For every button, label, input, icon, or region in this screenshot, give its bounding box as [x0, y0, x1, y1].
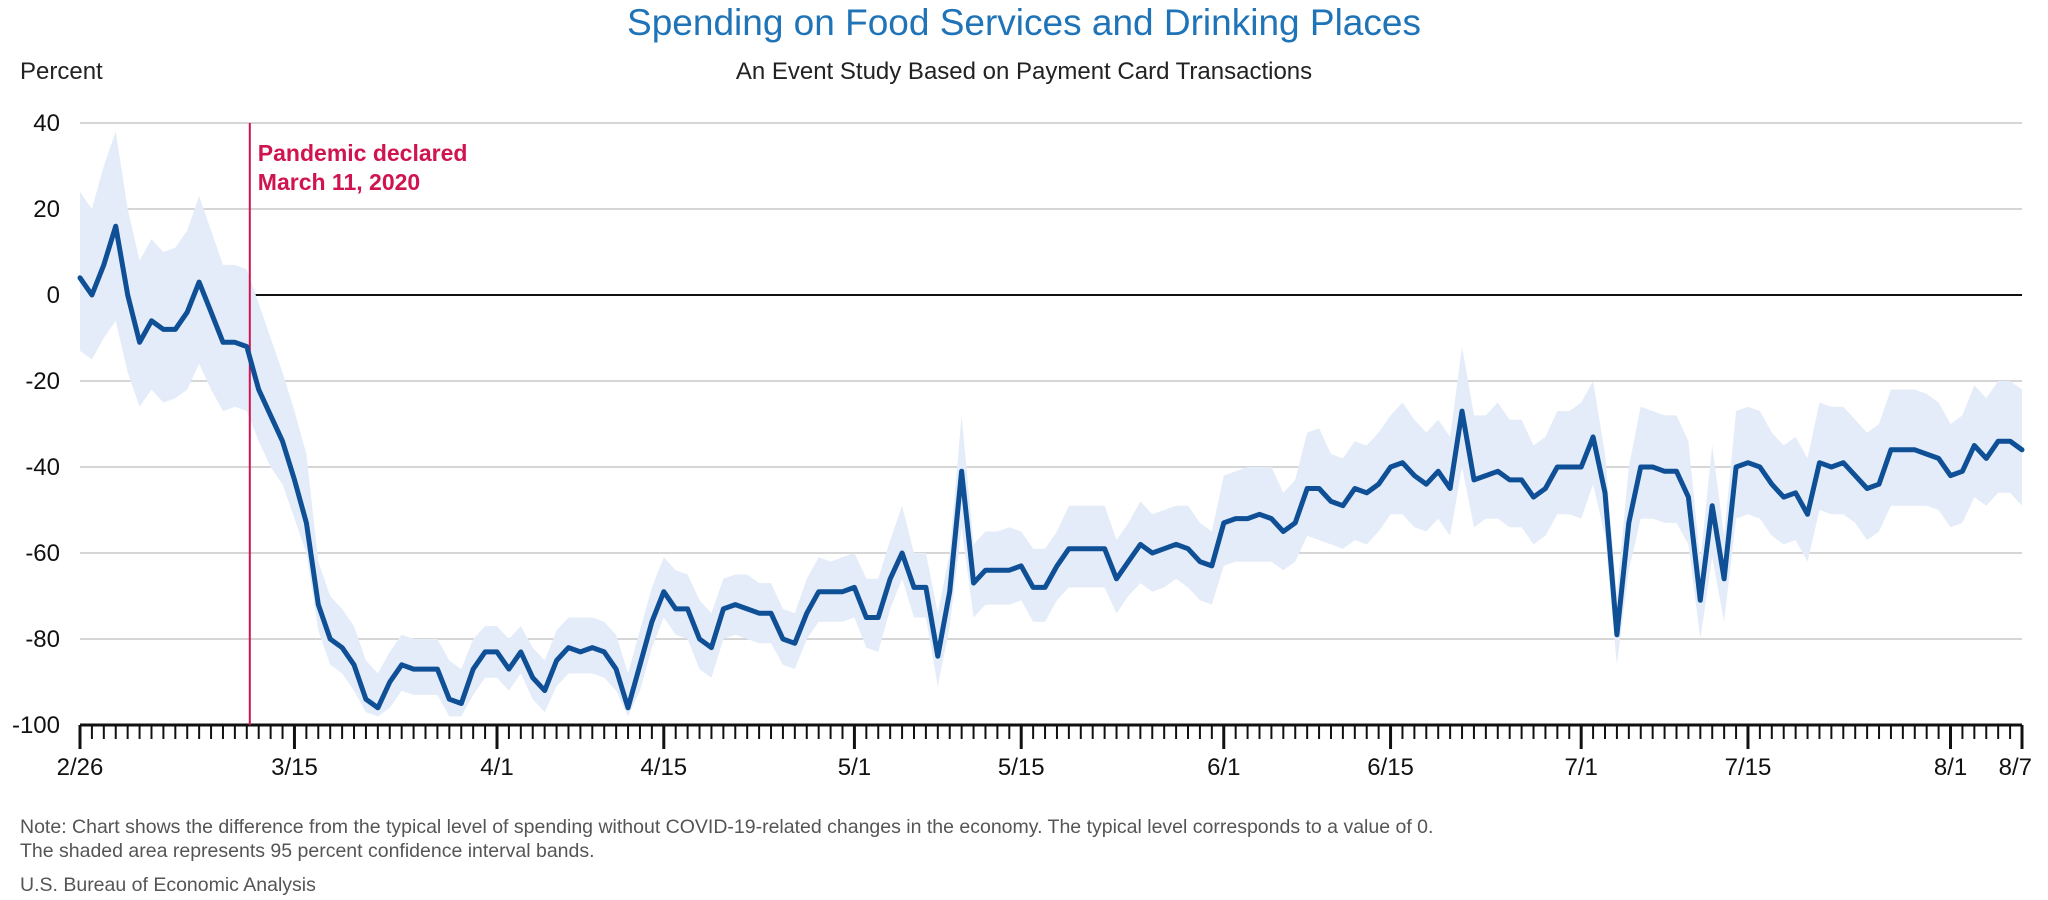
y-tick-label: -100	[12, 712, 60, 739]
x-tick-label: 7/15	[1725, 754, 1772, 781]
x-tick-label: 6/1	[1207, 754, 1240, 781]
x-tick-label: 5/1	[838, 754, 871, 781]
x-axis: 2/26 3/15 4/1 4/15 5/1 5/15 6/1 6/15 7/1 7/15 8/1 8…	[57, 723, 2032, 781]
x-tick-label: 4/1	[480, 754, 513, 781]
x-tick-label: 8/7	[1999, 754, 2032, 781]
chart-subtitle: An Event Study Based on Payment Card Tra…	[735, 58, 1313, 85]
spending-series-line	[77, 223, 2025, 711]
x-tick-label: 4/15	[640, 754, 687, 781]
x-tick-label: 6/15	[1367, 754, 1414, 781]
x-tick-label: 5/15	[998, 754, 1045, 781]
y-tick-label: -20	[25, 368, 60, 395]
y-tick-label: 20	[33, 196, 60, 223]
y-tick-label: -60	[25, 540, 60, 567]
source-credit: U.S. Bureau of Economic Analysis	[20, 874, 316, 896]
x-tick-label: 3/15	[271, 754, 318, 781]
y-axis-ticks: 40 20 0 -20 -40 -60 -80 -100	[12, 110, 60, 739]
x-tick-label: 2/26	[57, 754, 104, 781]
y-tick-label: 40	[33, 110, 60, 137]
y-tick-label: -80	[25, 626, 60, 653]
x-tick-label: 7/1	[1564, 754, 1597, 781]
chart-note-line1: Note: Chart shows the difference from th…	[20, 816, 1434, 838]
y-axis-unit-label: Percent	[20, 58, 103, 85]
pandemic-annotation-line1: Pandemic declared	[258, 140, 468, 166]
chart-note-line2: The shaded area represents 95 percent co…	[20, 840, 595, 862]
x-tick-label: 8/1	[1934, 754, 1967, 781]
confidence-interval-band	[80, 131, 2022, 717]
pandemic-annotation-line2: March 11, 2020	[258, 169, 420, 195]
y-tick-label: -40	[25, 454, 60, 481]
y-tick-label: 0	[47, 282, 60, 309]
line-chart: 40 20 0 -20 -40 -60 -80 -100 2/26 3/15 4/1 4/15 5/1…	[12, 110, 2032, 781]
chart-title: Spending on Food Services and Drinking P…	[627, 2, 1421, 43]
